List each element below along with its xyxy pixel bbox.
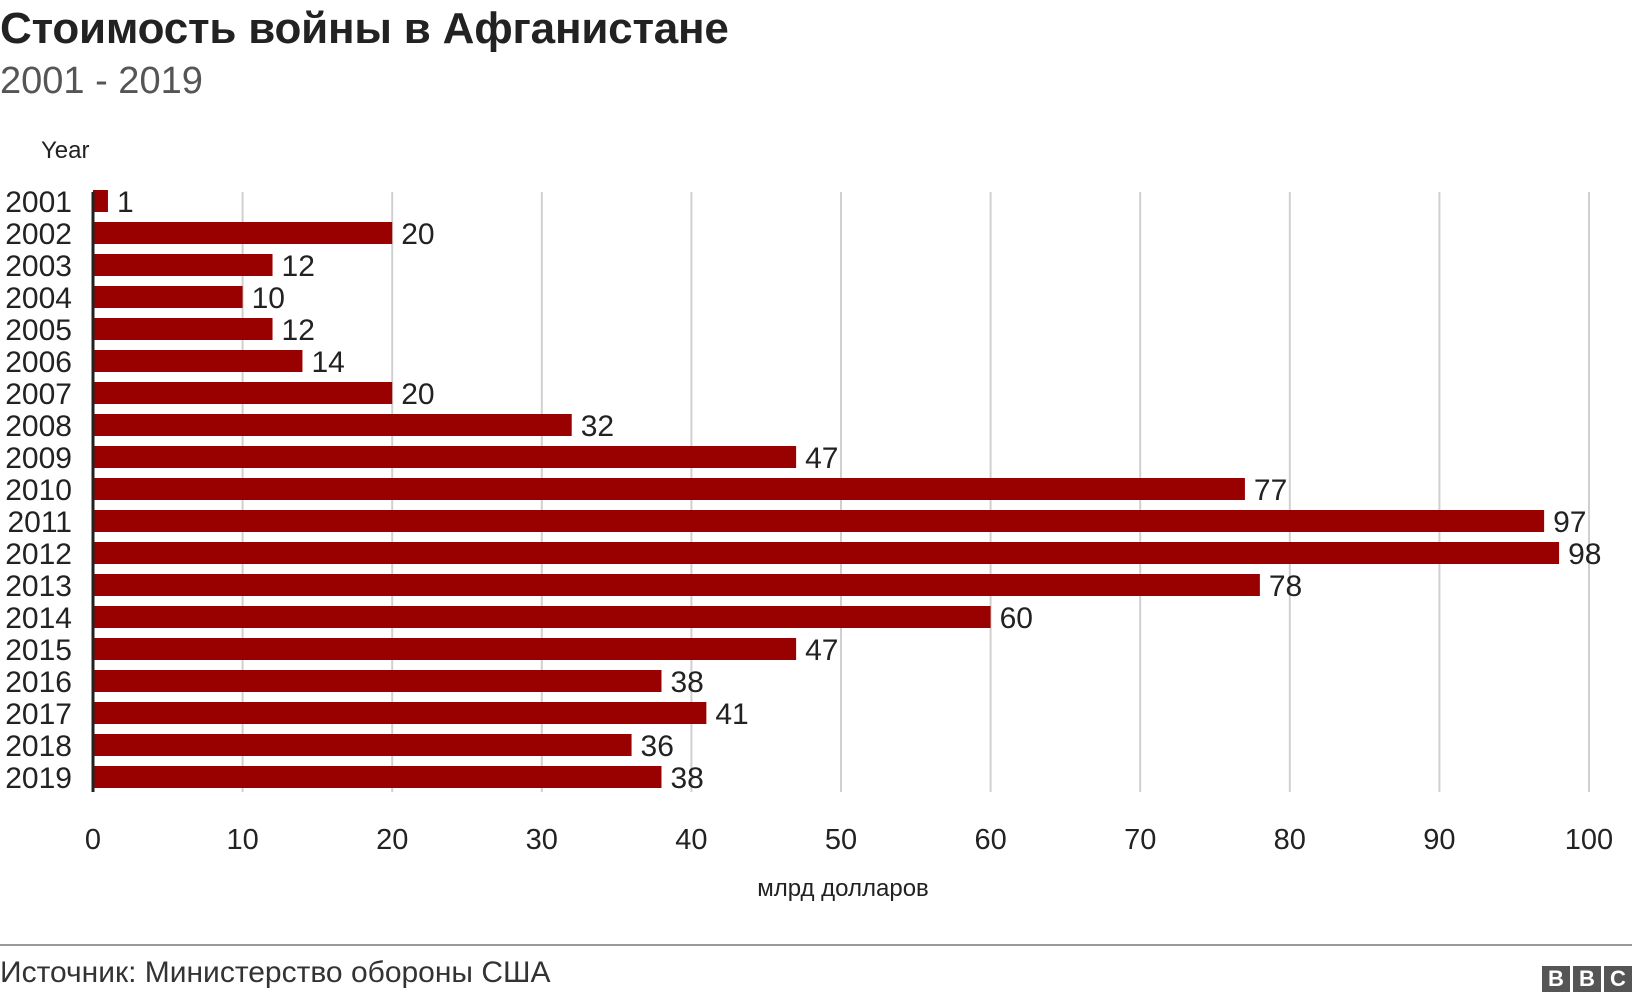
bar bbox=[93, 638, 797, 660]
data-label: 97 bbox=[1553, 506, 1586, 539]
data-label: 1 bbox=[117, 186, 134, 219]
data-label: 60 bbox=[1000, 602, 1033, 635]
bbc-logo-letter-3: C bbox=[1604, 966, 1632, 992]
y-tick-label: 2016 bbox=[5, 666, 72, 699]
bar bbox=[93, 734, 632, 756]
bar bbox=[93, 382, 393, 404]
bar bbox=[93, 318, 273, 340]
data-label: 20 bbox=[401, 378, 434, 411]
y-tick-label: 2013 bbox=[5, 570, 72, 603]
footer-divider bbox=[0, 944, 1632, 946]
data-label: 12 bbox=[282, 250, 315, 283]
y-tick-label: 2001 bbox=[5, 186, 72, 219]
y-tick-label: 2006 bbox=[5, 346, 72, 379]
bar bbox=[93, 542, 1560, 564]
data-label: 38 bbox=[670, 666, 703, 699]
data-label: 14 bbox=[311, 346, 344, 379]
y-tick-label: 2003 bbox=[5, 250, 72, 283]
data-label: 36 bbox=[641, 730, 674, 763]
y-tick-label: 2014 bbox=[5, 602, 72, 635]
data-label: 20 bbox=[401, 218, 434, 251]
y-tick-label: 2018 bbox=[5, 730, 72, 763]
x-tick-label: 70 bbox=[1124, 824, 1156, 856]
y-tick-label: 2009 bbox=[5, 442, 72, 475]
x-tick-label: 40 bbox=[675, 824, 707, 856]
bar bbox=[93, 766, 662, 788]
y-axis-title: Year bbox=[41, 137, 90, 164]
bar bbox=[93, 574, 1260, 596]
y-tick-label: 2012 bbox=[5, 538, 72, 571]
x-tick-label: 80 bbox=[1274, 824, 1306, 856]
bar bbox=[93, 222, 393, 244]
x-tick-label: 90 bbox=[1423, 824, 1455, 856]
bar bbox=[93, 350, 303, 372]
x-tick-label: 60 bbox=[974, 824, 1006, 856]
bar bbox=[93, 286, 243, 308]
y-tick-label: 2017 bbox=[5, 698, 72, 731]
chart-subtitle: 2001 - 2019 bbox=[0, 60, 203, 102]
x-tick-label: 30 bbox=[526, 824, 558, 856]
x-tick-label: 50 bbox=[825, 824, 857, 856]
y-tick-label: 2007 bbox=[5, 378, 72, 411]
bar bbox=[93, 190, 108, 212]
bar bbox=[93, 606, 991, 628]
data-label: 98 bbox=[1568, 538, 1601, 571]
x-tick-label: 20 bbox=[376, 824, 408, 856]
chart-title: Стоимость войны в Афганистане bbox=[0, 4, 729, 53]
source-note: Источник: Министерство обороны США bbox=[0, 956, 551, 989]
y-tick-label: 2019 bbox=[5, 762, 72, 795]
data-label: 38 bbox=[670, 762, 703, 795]
y-tick-label: 2008 bbox=[5, 410, 72, 443]
bar bbox=[93, 702, 707, 724]
y-tick-label: 2011 bbox=[7, 506, 72, 539]
x-axis-title: млрд долларов bbox=[757, 875, 929, 902]
bar bbox=[93, 670, 662, 692]
y-tick-label: 2002 bbox=[5, 218, 72, 251]
bar bbox=[93, 510, 1545, 532]
y-tick-label: 2004 bbox=[5, 282, 72, 315]
x-tick-label: 100 bbox=[1565, 824, 1613, 856]
data-label: 32 bbox=[581, 410, 614, 443]
data-label: 78 bbox=[1269, 570, 1302, 603]
y-tick-label: 2005 bbox=[5, 314, 72, 347]
bbc-logo: B B C bbox=[1542, 966, 1632, 992]
data-label: 10 bbox=[252, 282, 285, 315]
data-label: 77 bbox=[1254, 474, 1287, 507]
data-label: 47 bbox=[805, 634, 838, 667]
y-tick-label: 2015 bbox=[5, 634, 72, 667]
bar bbox=[93, 254, 273, 276]
data-label: 41 bbox=[715, 698, 748, 731]
bar bbox=[93, 478, 1245, 500]
data-label: 47 bbox=[805, 442, 838, 475]
bbc-logo-letter-1: B bbox=[1542, 966, 1570, 992]
bar-chart: Year 0 10 20 30 40 50 60 70 80 90 100 2001 1 2002 20 200… bbox=[5, 137, 1613, 902]
bbc-logo-letter-2: B bbox=[1573, 966, 1601, 992]
data-label: 12 bbox=[282, 314, 315, 347]
y-tick-label: 2010 bbox=[5, 474, 72, 507]
x-tick-label: 10 bbox=[226, 824, 258, 856]
x-tick-label: 0 bbox=[85, 824, 101, 856]
bar bbox=[93, 414, 572, 436]
bar bbox=[93, 446, 797, 468]
